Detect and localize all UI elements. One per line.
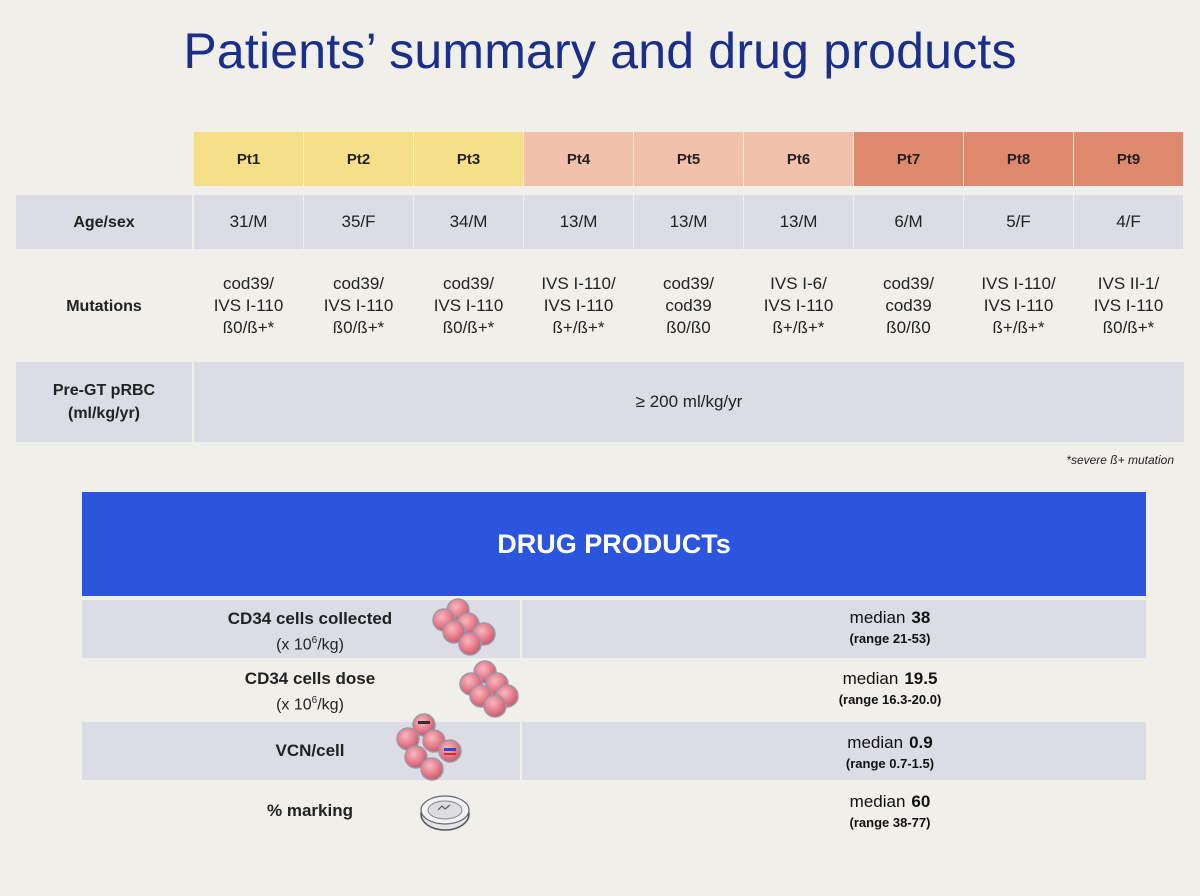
dp-unit: (x 106/kg) — [276, 635, 344, 654]
age-sex-cell: 5/F — [964, 195, 1073, 249]
age-sex-cell: 31/M — [194, 195, 303, 249]
mutation-line: cod39/ — [662, 274, 715, 293]
age-sex-cell: 13/M — [524, 195, 633, 249]
mutation-cell: IVS II-1/IVS I-110 ß0/ß+* — [1074, 262, 1183, 350]
patient-header-pt4: Pt4 — [524, 132, 633, 186]
dp-value-cd34-dose: median 19.5 (range 16.3-20.0) — [838, 669, 942, 707]
mutation-cell: IVS I-110/IVS I-110 ß+/ß+* — [964, 262, 1073, 350]
mutation-line: cod39 — [665, 296, 712, 315]
mutations-row-label: Mutations — [66, 297, 142, 315]
patient-header-pt3: Pt3 — [414, 132, 523, 186]
mutation-cell: IVS I-110/IVS I-110 ß+/ß+* — [524, 262, 633, 350]
dp-label-vcn: VCN/cell — [275, 741, 345, 760]
age-sex-cell: 34/M — [414, 195, 523, 249]
mutation-line: IVS I-110 — [983, 296, 1054, 315]
mutation-line: ß+/ß+* — [992, 318, 1045, 337]
mutation-line: ß+/ß+* — [552, 318, 605, 337]
dp-band-vcn — [82, 722, 1146, 780]
pre-gt-row-label: Pre-GT pRBC (ml/kg/yr) — [16, 362, 192, 442]
mutation-line: IVS I-6/ — [770, 274, 827, 293]
dp-value-vcn: median 0.9 (range 0.7-1.5) — [845, 733, 935, 771]
dp-value-marking: median 60 (range 38-77) — [849, 792, 931, 830]
mutation-line: cod39 — [885, 296, 932, 315]
cell-cluster-icon — [432, 598, 496, 656]
mutation-line: IVS I-110 — [323, 296, 394, 315]
mutation-line: ß0/ß+* — [1102, 318, 1155, 337]
mutation-line: IVS I-110 — [433, 296, 504, 315]
mutation-line: ß0/ß+* — [332, 318, 385, 337]
patient-header-pt6: Pt6 — [744, 132, 853, 186]
page-title: Patients’ summary and drug products — [183, 23, 1017, 79]
dp-label-cd34-collected: CD34 cells collected (x 106/kg) — [180, 608, 440, 656]
dp-unit: (x 106/kg) — [276, 695, 344, 714]
dp-divider — [520, 722, 522, 780]
mutation-line: cod39/ — [442, 274, 495, 293]
dp-band-collected — [82, 600, 1146, 658]
age-sex-cell: 13/M — [744, 195, 853, 249]
age-sex-cell: 6/M — [854, 195, 963, 249]
mutation-line: ß0/ß+* — [222, 318, 275, 337]
dp-label-marking: % marking — [267, 801, 353, 820]
mutation-line: IVS I-110/ — [541, 274, 616, 293]
mutation-cell: IVS I-6/IVS I-110 ß+/ß+* — [744, 262, 853, 350]
transduced-cells-icon — [396, 713, 462, 781]
patient-header-pt5: Pt5 — [634, 132, 743, 186]
footnote: *severe ß+ mutation — [1066, 453, 1174, 467]
mutation-line: cod39/ — [222, 274, 275, 293]
age-sex-cell: 4/F — [1074, 195, 1183, 249]
mutation-line: IVS I-110 — [763, 296, 834, 315]
dp-divider — [520, 600, 522, 658]
mutation-cell: cod39/IVS I-110 ß0/ß+* — [194, 262, 303, 350]
dp-label-cd34-dose: CD34 cells dose (x 106/kg) — [180, 668, 440, 716]
drug-products-title: DRUG PRODUCTs — [497, 528, 731, 559]
age-sex-cell: 35/F — [304, 195, 413, 249]
mutation-line: IVS I-110 — [1093, 296, 1164, 315]
cell-cluster-icon — [459, 660, 519, 718]
mutation-line: ß0/ß0 — [886, 318, 931, 337]
dp-value-cd34-collected: median 38 (range 21-53) — [849, 608, 931, 646]
drug-products-banner: DRUG PRODUCTs — [82, 492, 1146, 596]
age-sex-row-label: Age/sex — [16, 195, 192, 249]
petri-dish-icon — [420, 795, 470, 831]
patient-header-pt1: Pt1 — [194, 132, 303, 186]
mutation-line: IVS II-1/ — [1097, 274, 1160, 293]
patient-header-pt9: Pt9 — [1074, 132, 1183, 186]
mutation-cell: cod39/cod39 ß0/ß0 — [634, 262, 743, 350]
patient-header-pt7: Pt7 — [854, 132, 963, 186]
mutation-line: IVS I-110/ — [981, 274, 1056, 293]
pre-gt-value: ≥ 200 ml/kg/yr — [194, 362, 1184, 442]
mutation-cell: cod39/cod39 ß0/ß0 — [854, 262, 963, 350]
mutation-line: ß+/ß+* — [772, 318, 825, 337]
mutation-line: cod39/ — [882, 274, 935, 293]
mutation-line: IVS I-110 — [543, 296, 614, 315]
mutation-line: IVS I-110 — [213, 296, 284, 315]
mutation-line: ß0/ß+* — [442, 318, 495, 337]
patient-header-pt2: Pt2 — [304, 132, 413, 186]
patient-header-pt8: Pt8 — [964, 132, 1073, 186]
mutation-line: ß0/ß0 — [666, 318, 711, 337]
age-sex-cell: 13/M — [634, 195, 743, 249]
mutation-line: cod39/ — [332, 274, 385, 293]
mutation-cell: cod39/IVS I-110 ß0/ß+* — [414, 262, 523, 350]
mutation-cell: cod39/IVS I-110 ß0/ß+* — [304, 262, 413, 350]
